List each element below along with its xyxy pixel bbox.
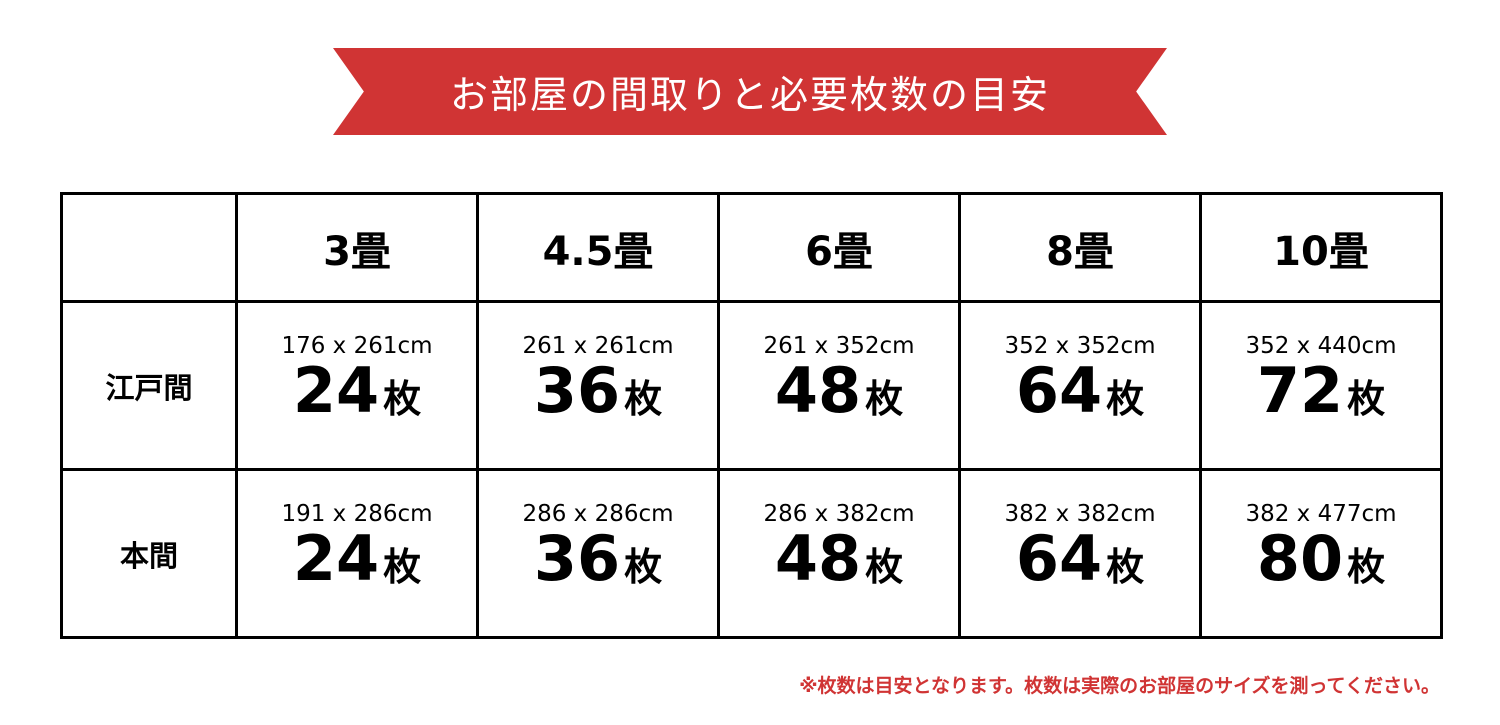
page-title: お部屋の間取りと必要枚数の目安 [449,73,1050,117]
sheet-unit: 枚 [624,376,663,421]
room-dimensions: 382 x 382cm [1004,500,1156,527]
table-cell: 286 x 286cm 36 枚 [476,468,720,639]
sheet-count: 36 [533,353,621,427]
table-cell: 352 x 352cm 64 枚 [958,300,1202,471]
room-dimensions: 286 x 382cm [763,500,915,527]
table-cell: 382 x 477cm 80 枚 [1199,468,1443,639]
header-cell-4-5jo: 4.5畳 [476,192,720,303]
sheet-unit: 枚 [1347,376,1386,421]
sheet-unit: 枚 [624,544,663,589]
sheet-count: 72 [1256,353,1344,427]
header-cell-8jo: 8畳 [958,192,1202,303]
row-label: 江戸間 [105,370,193,405]
header-label: 6畳 [805,228,873,275]
title-banner: お部屋の間取りと必要枚数の目安 [333,48,1167,135]
room-dimensions: 261 x 261cm [522,332,674,359]
sheet-unit: 枚 [1347,544,1386,589]
sheet-count: 64 [1015,353,1103,427]
sheet-unit: 枚 [1106,544,1145,589]
header-label: 3畳 [323,228,391,275]
room-dimensions: 286 x 286cm [522,500,674,527]
table-cell: 286 x 382cm 48 枚 [717,468,961,639]
room-dimensions: 382 x 477cm [1245,500,1397,527]
sheet-count: 80 [1256,521,1344,595]
header-label: 8畳 [1046,228,1114,275]
sheet-count: 64 [1015,521,1103,595]
sheet-count: 24 [292,521,380,595]
room-dimensions: 176 x 261cm [281,332,433,359]
table-cell: 261 x 352cm 48 枚 [717,300,961,471]
sheet-unit: 枚 [865,376,904,421]
row-label-cell: 江戸間 [60,300,238,471]
header-label: 10畳 [1273,228,1369,275]
header-label: 4.5畳 [542,228,654,275]
disclaimer-note: ※枚数は目安となります。枚数は実際のお部屋のサイズを測ってください。 [799,675,1440,697]
corner-cell [60,192,238,303]
sheet-unit: 枚 [383,376,422,421]
sheet-count: 48 [774,521,862,595]
table-cell: 261 x 261cm 36 枚 [476,300,720,471]
row-label: 本間 [119,538,178,573]
sheet-count: 24 [292,353,380,427]
sheet-unit: 枚 [865,544,904,589]
room-dimensions: 261 x 352cm [763,332,915,359]
sheet-count: 36 [533,521,621,595]
room-dimensions: 191 x 286cm [281,500,433,527]
table-row-edoma: 江戸間 176 x 261cm 24 枚 261 x 261cm 36 枚 261 … [60,300,1443,471]
row-label-cell: 本間 [60,468,238,639]
sheet-count: 48 [774,353,862,427]
sheet-unit: 枚 [1106,376,1145,421]
room-dimensions: 352 x 352cm [1004,332,1156,359]
header-row: 3畳 4.5畳 6畳 8畳 10畳 [60,192,1443,303]
table-cell: 176 x 261cm 24 枚 [235,300,479,471]
table-cell: 352 x 440cm 72 枚 [1199,300,1443,471]
table-cell: 382 x 382cm 64 枚 [958,468,1202,639]
table-row-honma: 本間 191 x 286cm 24 枚 286 x 286cm 36 枚 286 x… [60,468,1443,639]
sheet-unit: 枚 [383,544,422,589]
tatami-size-table: 3畳 4.5畳 6畳 8畳 10畳 江戸間 176 x 261cm 24 枚 26… [60,192,1443,639]
header-cell-6jo: 6畳 [717,192,961,303]
header-cell-10jo: 10畳 [1199,192,1443,303]
header-cell-3jo: 3畳 [235,192,479,303]
table-cell: 191 x 286cm 24 枚 [235,468,479,639]
room-dimensions: 352 x 440cm [1245,332,1397,359]
